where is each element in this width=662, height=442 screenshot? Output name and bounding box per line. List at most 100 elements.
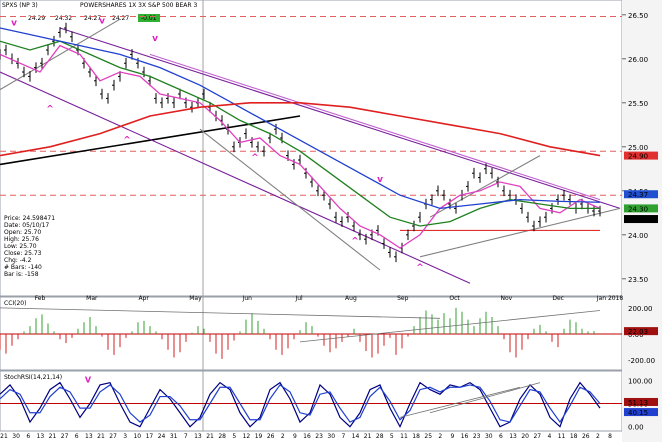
- x-day-tick-label: 12: [243, 433, 251, 440]
- x-day-tick-label: 30: [485, 433, 493, 440]
- price-y-tick-label: 25.50: [628, 100, 648, 108]
- x-day-tick-label: 4: [547, 433, 551, 440]
- swing-marker: ^: [123, 135, 131, 145]
- x-day-tick-label: 6: [75, 433, 79, 440]
- x-day-tick-label: 2: [438, 433, 442, 440]
- price-y-tick-label: 26.50: [628, 12, 648, 20]
- swing-marker: v: [377, 175, 383, 185]
- trend-line: [0, 71, 471, 284]
- price-y-tick-label: 25.00: [628, 144, 648, 152]
- stoch-y-tick-label: 100.00: [628, 377, 653, 385]
- trend-line: [419, 207, 621, 258]
- series-line-ma-magenta: [0, 44, 601, 249]
- price-y-tick-label: 24.00: [628, 232, 648, 240]
- x-day-tick-label: 6: [26, 433, 30, 440]
- info-line: Chg: -4.2: [4, 257, 32, 264]
- trend-line: [149, 53, 601, 201]
- cci-trend-line: [299, 310, 601, 343]
- info-line: Close: 25.73: [4, 250, 42, 257]
- header-value-1: 24.29: [28, 15, 45, 22]
- price-tag: [624, 190, 658, 199]
- header-change-badge: [138, 14, 160, 22]
- stoch-trend-line: [429, 382, 541, 414]
- x-day-tick-label: 8: [608, 433, 612, 440]
- x-day-tick-label: 5: [232, 433, 236, 440]
- price-layer: v v v v ^ ^ ^ ^ ^: [0, 16, 622, 284]
- stoch-layer: V: [0, 376, 622, 429]
- x-day-tick-label: 13: [194, 433, 202, 440]
- x-day-tick-label: 28: [376, 433, 384, 440]
- x-day-tick-label: 21: [0, 433, 8, 440]
- x-month-tick-label: Nov: [501, 295, 513, 302]
- x-day-tick-label: 30: [12, 433, 20, 440]
- swing-marker: ^: [351, 237, 359, 247]
- x-day-tick-label: 19: [255, 433, 263, 440]
- x-month-tick-label: Apr: [138, 295, 149, 302]
- price-panel: [0, 0, 623, 297]
- x-day-tick-label: 28: [218, 433, 226, 440]
- stoch-line-stoch-blue: [0, 384, 601, 424]
- x-day-tick-label: 21: [364, 433, 372, 440]
- x-day-tick-label: 21: [97, 433, 105, 440]
- x-day-tick-label: 18: [570, 433, 578, 440]
- header-value-3: 24.27: [84, 15, 101, 22]
- trend-line: [0, 115, 301, 166]
- trend-line: [0, 18, 121, 91]
- cci-label: CCI(20): [4, 300, 26, 307]
- x-day-tick-label: 25: [424, 433, 432, 440]
- cci-y-tick-label: -200.00: [628, 357, 655, 365]
- x-day-tick-label: 23: [473, 433, 481, 440]
- x-day-tick-label: 26: [267, 433, 275, 440]
- x-day-tick-label: 9: [451, 433, 455, 440]
- x-day-tick-label: 14: [352, 433, 360, 440]
- x-day-tick-label: 10: [133, 433, 141, 440]
- info-line: # Bars: -140: [4, 264, 42, 271]
- x-month-tick-label: Jan 2018: [596, 295, 624, 302]
- swing-marker: v: [99, 17, 105, 27]
- x-month-tick-label: Dec: [552, 295, 564, 302]
- swing-marker: ^: [46, 105, 54, 115]
- x-day-tick-label: 3: [123, 433, 127, 440]
- x-day-tick-label: 27: [109, 433, 117, 440]
- header-value-4: 24.27: [112, 15, 129, 22]
- price-tag: [624, 151, 658, 160]
- x-day-tick-label: 17: [146, 433, 154, 440]
- x-day-tick-label: 11: [400, 433, 408, 440]
- x-day-tick-label: 2: [281, 433, 285, 440]
- stoch-tag: [624, 397, 658, 406]
- price-tag: [624, 204, 658, 213]
- stoch-tag-label: 40.15: [628, 409, 648, 417]
- price-y-tick-label: 26.00: [628, 56, 648, 64]
- info-line: Price: 24.598471: [4, 215, 55, 222]
- x-day-tick-label: 23: [315, 433, 323, 440]
- cci-y-tick-label: 200.00: [628, 305, 653, 313]
- x-day-tick-label: 9: [293, 433, 297, 440]
- x-day-tick-label: 20: [521, 433, 529, 440]
- price-tag-label: 24.27: [628, 216, 648, 224]
- header-value-2: 24.32: [55, 15, 72, 22]
- x-day-tick-label: 5: [390, 433, 394, 440]
- cci-trend-line: [0, 307, 441, 319]
- swing-marker: v: [11, 18, 17, 28]
- header-value-5: -0.01: [141, 15, 157, 22]
- info-line: Bar is: -158: [4, 271, 39, 278]
- stoch-line-stoch-dark: [0, 381, 601, 429]
- price-tag-label: 24.30: [628, 205, 648, 213]
- info-line: Open: 25.70: [4, 229, 41, 236]
- x-month-tick-label: Feb: [35, 295, 46, 302]
- trend-line: [59, 27, 621, 209]
- x-month-tick-label: Oct: [449, 295, 460, 302]
- series-line-ma-green: [0, 40, 600, 227]
- x-day-tick-label: 13: [37, 433, 45, 440]
- series-line-ma-red: [0, 102, 601, 157]
- series-line-ma-blue: [0, 27, 601, 210]
- cci-tag-label: 22.03: [628, 328, 648, 336]
- x-day-tick-label: 11: [558, 433, 566, 440]
- x-month-tick-label: Jun: [242, 295, 253, 302]
- cci-layer: [0, 307, 622, 359]
- x-day-tick-label: 13: [85, 433, 93, 440]
- x-day-tick-label: 24: [158, 433, 166, 440]
- x-month-tick-label: Jul: [294, 295, 303, 302]
- x-day-tick-label: 21: [49, 433, 57, 440]
